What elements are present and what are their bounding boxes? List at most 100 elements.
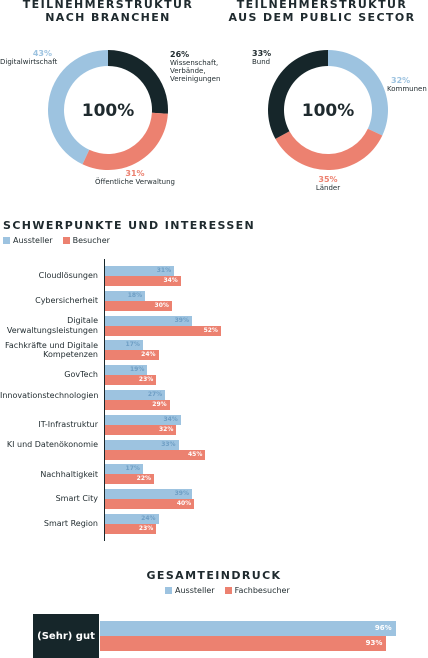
interest-bar-value: 40% [176,500,192,508]
donut1-label-salmon: 31% Öffentliche Verwaltung [90,169,180,186]
overall-category-label: (Sehr) gut [37,630,95,642]
interest-bar-value: 30% [154,301,169,309]
interest-bar-besucher: 22% [105,474,155,485]
interest-bar-value: 17% [125,465,140,473]
donut2-text-salmon: Länder [315,184,341,192]
legend-besucher: Besucher [62,236,110,245]
interest-bar-value: 45% [187,450,203,458]
interest-bar-value: 29% [152,401,167,408]
donut2-title: TEILNEHMERSTRUKTUR AUS DEM PUBLIC SECTOR [216,0,428,24]
donut1-pct-blue: 43% [32,49,52,58]
donut2-slices-slice-1 [275,128,383,170]
interest-bar-besucher: 52% [105,325,221,336]
interests-legend: Aussteller Besucher [3,236,110,245]
interest-category-label: Smart Region [43,519,98,529]
donut1-center-label: 100% [82,101,135,121]
overall-legend: Aussteller Fachbesucher [165,586,290,595]
overall-value-fachbesucher: 93% [365,639,383,647]
donut1-slices-slice-0 [108,50,168,114]
donut2-chart: 100% [268,50,388,170]
legend-aussteller-label: Aussteller [13,236,53,245]
donut1-text-blue: Digitalwirtschaft [0,58,58,66]
legend-overall-swatch-salmon [224,587,232,594]
donut2-pct-blue: 32% [391,76,411,85]
interest-bar-besucher: 23% [105,375,157,386]
interest-bar-value: 52% [203,326,218,334]
interest-bar-value: 34% [163,415,178,423]
interest-bar-besucher: 32% [105,424,177,435]
overall-value-aussteller: 96% [374,624,392,632]
interest-bar-value: 23% [138,376,154,384]
donut2-label-blue: 32% Kommunen [387,76,427,93]
interest-category-label: IT-Infrastruktur [38,420,98,430]
donut2-slices-slice-2 [268,50,328,139]
donut2-title-line2: AUS DEM PUBLIC SECTOR [228,11,416,24]
interest-bar-aussteller: 39% [105,315,192,326]
interest-bar-value: 19% [129,366,145,374]
legend-overall-fachbesucher: Fachbesucher [224,586,290,595]
interest-bar-value: 27% [147,391,163,398]
interest-bar-value: 31% [156,267,172,274]
donut2-label-salmon: 35% Länder [300,175,356,192]
interest-bar-value: 24% [141,515,156,522]
interest-category-label: Smart City [55,494,98,504]
donut2-center-label: 100% [302,101,355,121]
donut2-pct-salmon: 35% [318,175,338,184]
donut1-title-line2: NACH BRANCHEN [45,11,171,24]
donut2-pct-dark: 33% [252,49,272,58]
interest-category-label: Innovationstechnologien [0,390,99,400]
overall-bar-fachbesucher: 93% [100,636,387,651]
interest-bar-besucher: 45% [105,449,206,460]
donut2-label-dark: 33% Bund [252,49,271,66]
legend-aussteller: Aussteller [3,236,53,245]
donut2-title-line1: TEILNEHMERSTRUKTUR [236,0,408,11]
donut1-slices [48,50,168,170]
interest-bar-value: 23% [138,525,154,532]
interest-bar-aussteller: 19% [105,365,148,376]
interests-title: SCHWERPUNKTE UND INTERESSEN [3,219,256,232]
interest-category-label: GovTech [64,370,98,380]
interest-bar-aussteller: 33% [105,439,179,450]
donut1-label-blue: 43% Digitalwirtschaft [0,49,58,66]
interest-bar-aussteller: 17% [105,464,143,475]
donut1-slices-slice-1 [82,112,168,170]
interest-bar-value: 39% [174,490,189,498]
donut1-label-dark: 26% Wissenschaft, Verbände, Vereinigunge… [170,50,220,83]
legend-overall-swatch-blue [165,587,172,594]
interest-bar-value: 39% [174,316,189,324]
donut1-pct-salmon: 31% [125,169,145,178]
overall-title: GESAMTEINDRUCK [146,569,282,582]
interest-category-label: Cybersicherheit [35,296,98,306]
interest-category-label: Digitale Verwaltungsleistungen [6,316,98,335]
legend-besucher-label: Besucher [72,236,110,245]
interest-category-label: Cloudlösungen [38,271,98,281]
donut1-text-salmon: Öffentliche Verwaltung [95,178,175,186]
overall-bar-aussteller: 96% [100,621,396,636]
interest-bar-besucher: 40% [105,499,195,510]
interest-bar-besucher: 24% [105,350,159,361]
interest-bar-aussteller: 39% [105,489,192,500]
donut1-chart: 100% [48,50,168,170]
donut2-text-blue: Kommunen [387,85,427,93]
interest-bar-besucher: 30% [105,300,172,311]
interest-bar-value: 18% [127,291,143,299]
interest-category-label: KI und Datenökonomie [6,440,98,450]
interests-axis-line [104,259,105,541]
interest-bar-aussteller: 17% [105,340,143,351]
interest-bar-value: 34% [163,277,178,284]
interest-bar-aussteller: 34% [105,414,181,425]
interest-bar-aussteller: 27% [105,390,166,400]
legend-overall-aussteller: Aussteller [165,586,215,595]
legend-overall-aussteller-label: Aussteller [175,586,215,595]
interest-bar-besucher: 23% [105,524,157,534]
overall-category-box: (Sehr) gut [33,614,99,658]
donut2-slices-slice-0 [328,50,388,136]
interest-category-label: Nachhaltigkeit [40,469,98,479]
legend-overall-fachbesucher-label: Fachbesucher [234,586,290,595]
interest-category-label: Fachkräfte und Digitale Kompetenzen [5,340,98,360]
donut1-title: TEILNEHMERSTRUKTUR NACH BRANCHEN [0,0,216,24]
legend-swatch-blue [3,237,10,244]
donut2-slices [268,50,388,170]
donut1-text-dark-1: Wissenschaft, [170,59,219,67]
interest-bar-besucher: 34% [105,276,181,286]
